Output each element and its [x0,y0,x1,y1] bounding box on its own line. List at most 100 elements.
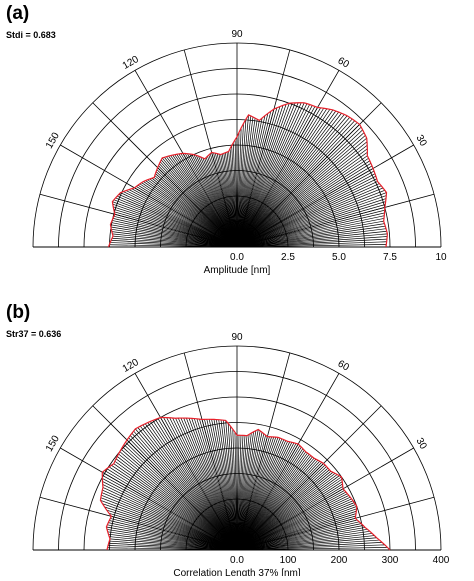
panel-b-rose-ray [126,439,238,551]
panel-b-rose [100,417,390,551]
panel-b-rose-ray [236,502,355,551]
panel-a-rose-ray [236,168,374,248]
panel-a-rose-ray [236,104,310,248]
panel-a-rose-ray [236,223,385,248]
panel-a-rose-ray [236,110,337,248]
panel-b-rose-ray [236,500,354,551]
panel-a-rose-ray [236,114,345,248]
panel-a-rose-ray [236,106,281,248]
panel-b-rose-ray [107,547,238,551]
panel-b-rose-ray [236,519,358,551]
panel-a-angle-label-30: 30 [414,133,429,149]
panel-a-rose-ray [236,244,387,248]
panel-a-rose-ray [114,213,238,248]
panel-b-rose-ray [218,419,238,551]
panel-b-rose-ray [236,533,373,551]
panel-b-rose-ray [155,419,238,551]
panel-a-rose-ray [236,108,328,248]
panel-b-rose-ray [122,446,238,551]
panel-b-rose-ray [186,417,238,551]
panel-b-rose-ray [142,424,238,551]
panel-a-rose-ray [113,199,238,248]
panel-a-rose-ray [236,165,373,248]
panel-b-rose-ray [166,417,238,551]
panel-a-rose-ray [236,212,385,248]
panel-a-rose-ray [111,222,238,248]
panel-b-rose-ray [107,531,238,551]
panel-b-rose-ray [236,547,388,551]
panel-a-rose-ray [236,225,386,248]
panel-b-rose-ray [175,418,238,551]
panel-b-rose-ray [106,468,238,551]
panel-a-rose-ray [236,115,252,248]
panel-b-rose-ray [236,525,364,551]
panel-a-rose-ray [110,242,238,248]
panel-b-rose-ray [108,545,238,551]
panel-b-rose-ray [140,426,238,551]
panel-b-rose-ray [102,484,238,551]
panel-a-rose-ray [236,189,385,248]
panel-b-rose-ray [125,442,238,551]
panel-b-rose-ray [102,487,238,551]
panel-a-label: (a) [6,3,29,24]
panel-b-rose-ray [183,417,238,551]
panel-b-rose-ray [128,437,238,551]
panel-a-rose-ray [236,124,360,248]
panel-b-rose-ray [110,518,238,551]
panel-b-rose-ray [236,483,343,551]
panel-b-rose-ray [230,426,238,551]
panel-b-rose-ray [236,515,356,551]
panel-a-rose-ray [236,102,299,248]
panel-b-rose-ray [236,442,295,551]
panel-a-rose-ray [131,188,238,248]
panel-a-rose-ray [115,197,238,248]
panel-a-rose-ray [110,224,238,248]
panel-b-rose-ray [108,542,238,551]
panel-a-rose-ray [236,187,384,248]
panel-a-rose-ray [236,119,247,248]
panel-b-rose-ray [172,417,238,551]
panel-b-rose-ray [236,430,261,551]
panel-a-rose-ray [236,102,305,248]
panel-a-rose-ray [236,126,362,248]
panel-b-rose-ray [236,464,326,551]
panel-b-rose-ray [236,513,357,551]
panel-b-rose-ray [163,417,238,551]
panel-a-rose-ray [236,113,342,248]
panel-b-rose-ray [147,422,238,551]
panel-a-chart: (a) Stdi = 0.683 30 60 90 120 150 0.0 2.… [6,3,447,276]
panel-a-rose-ray [236,170,375,248]
panel-b-rose-ray [236,448,304,551]
panel-a-rose-ray [236,238,387,248]
panel-a-rose-ray [236,220,384,248]
panel-a-rose-ray [236,241,387,248]
panel-a-rose-ray [236,207,385,248]
panel-b-rose-ray [160,417,238,551]
panel-b-rose-ray [236,445,301,551]
panel-a-rose-ray [236,105,313,248]
panel-a-angle-label-90: 90 [231,29,243,40]
panel-b-rose-ray [108,512,238,551]
panel-b-rose-ray [131,433,238,551]
panel-b-rose-ray [150,421,238,551]
panel-a-rose-ray [236,192,387,248]
panel-a-rose-ray [112,235,238,248]
panel-b-rose-ray [129,435,238,551]
panel-b-tick-label: 0.0 [230,555,244,566]
panel-b-rose-ray [236,430,257,551]
panel-b-axis-title: Correlation Length 37% [nm] [173,568,301,576]
panel-a-rose-ray [236,185,382,248]
panel-b-rose-ray [101,492,238,551]
panel-a-rose-ray [110,226,238,248]
panel-a-rose-ray [236,115,348,248]
panel-b-label: (b) [6,302,30,323]
panel-a-rose-ray [236,137,367,248]
panel-b-rose-ray [144,423,238,551]
panel-a-rose-ray [236,117,263,248]
panel-a-rose-ray [123,191,238,248]
panel-a-rose-ray [236,122,358,248]
panel-b-rose-ray [236,508,357,551]
panel-a-rose-ray [112,220,238,248]
panel-b-rose-ray [236,498,352,551]
panel-b-rose-ray [236,452,308,551]
